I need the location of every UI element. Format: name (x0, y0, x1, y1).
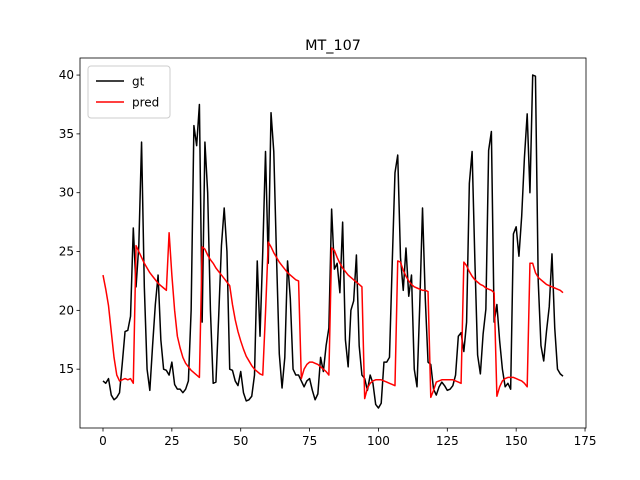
legend-label: pred (132, 96, 159, 110)
x-tick-label: 150 (505, 434, 528, 448)
axes-frame (79, 57, 587, 429)
x-tick-label: 75 (302, 434, 317, 448)
x-tick-label: 25 (164, 434, 179, 448)
x-tick-label: 175 (574, 434, 597, 448)
legend-box (87, 65, 171, 119)
y-tick-label: 15 (59, 362, 74, 376)
x-tick-label: 100 (367, 434, 390, 448)
series-line (102, 231, 564, 400)
x-tick-label: 125 (436, 434, 459, 448)
legend-label: gt (132, 75, 145, 89)
series-line (102, 74, 564, 409)
y-tick-label: 40 (59, 68, 74, 82)
legend: gt pred (87, 65, 171, 119)
y-tick-label: 35 (59, 127, 74, 141)
x-tick-label: 0 (99, 434, 107, 448)
chart-title: MT_107 (305, 38, 361, 54)
x-tick-label: 50 (233, 434, 248, 448)
y-tick-label: 20 (59, 303, 74, 317)
y-tick-label: 30 (59, 186, 74, 200)
y-tick-label: 25 (59, 245, 74, 259)
